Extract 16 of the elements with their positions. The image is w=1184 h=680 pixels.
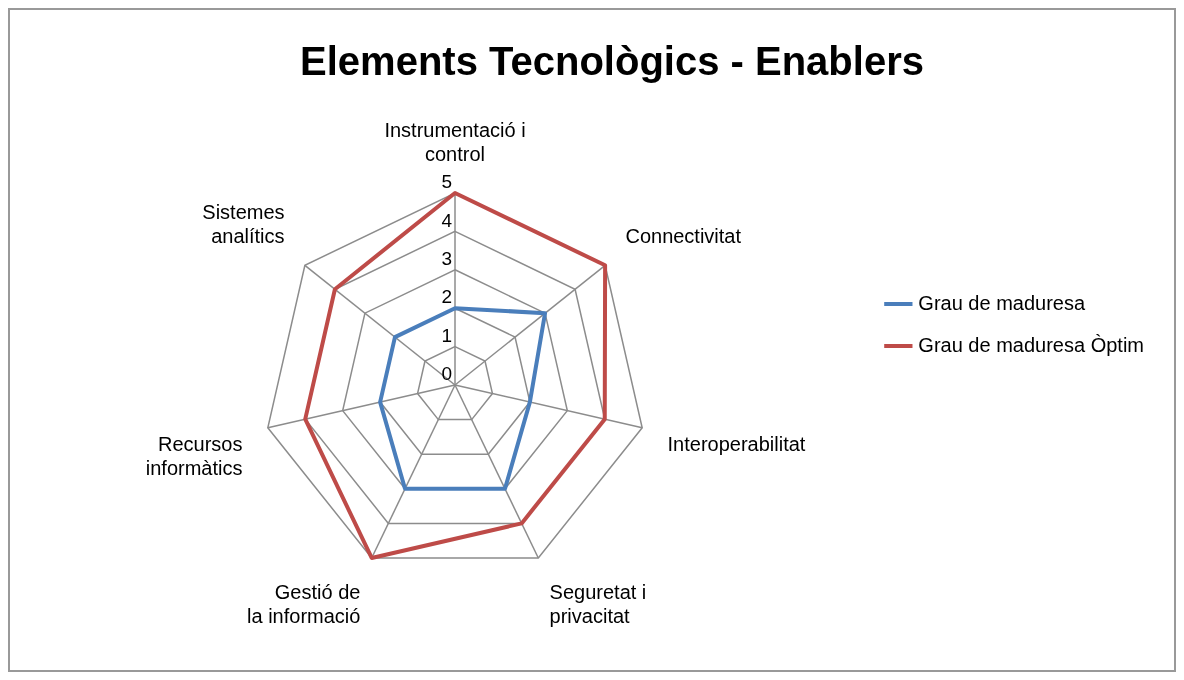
- legend-label: Grau de maduresa: [918, 291, 1086, 314]
- spoke-label: Recursos informàtics: [145, 433, 243, 480]
- y-tick-label: 5: [441, 171, 452, 193]
- chart-title: Elements Tecnològics - Enablers: [300, 39, 924, 84]
- spoke-label: Gestió de la informació: [247, 580, 361, 627]
- legend-label: Grau de maduresa Òptim: [918, 333, 1144, 356]
- spoke-label: Connectivitat: [625, 224, 742, 247]
- y-tick-label: 0: [441, 363, 452, 385]
- spoke-label: Instrumentació i control: [384, 118, 526, 165]
- y-tick-label: 2: [441, 286, 452, 308]
- y-tick-label: 1: [441, 324, 452, 346]
- y-tick-label: 3: [441, 248, 452, 270]
- spoke-label: Sistemes analítics: [202, 200, 285, 247]
- spoke-label: Seguretat i privacitat: [549, 580, 647, 627]
- y-tick-label: 4: [441, 209, 453, 231]
- spoke-label: Interoperabilitat: [667, 433, 806, 456]
